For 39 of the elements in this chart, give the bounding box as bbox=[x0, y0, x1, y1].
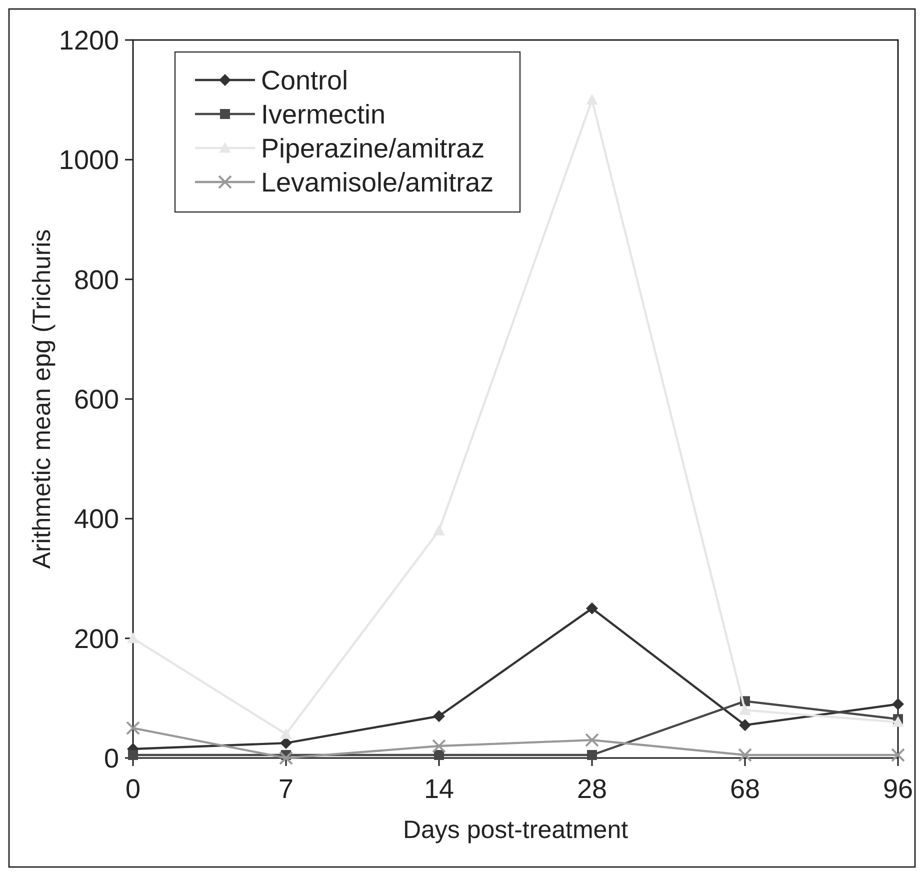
point bbox=[891, 748, 905, 762]
point bbox=[280, 728, 292, 739]
x-axis-title: Days post-treatment bbox=[402, 816, 628, 844]
point bbox=[738, 748, 752, 762]
point bbox=[892, 698, 904, 710]
point bbox=[433, 710, 445, 722]
y-tick-label: 1000 bbox=[58, 145, 119, 176]
point bbox=[587, 750, 597, 760]
point bbox=[434, 750, 444, 760]
point bbox=[279, 751, 293, 765]
legend-label: Levamisole/amitraz bbox=[261, 167, 494, 198]
y-tick-label: 800 bbox=[74, 264, 119, 295]
point bbox=[586, 602, 598, 614]
x-tick-label: 7 bbox=[278, 774, 294, 804]
point bbox=[433, 524, 445, 536]
y-tick-label: 200 bbox=[74, 624, 119, 654]
y-tick-label: 400 bbox=[74, 504, 119, 534]
x-tick-label: 68 bbox=[730, 774, 760, 804]
point bbox=[126, 721, 140, 736]
x-tick-label: 96 bbox=[882, 774, 914, 804]
point bbox=[585, 733, 599, 748]
point bbox=[127, 632, 139, 644]
point bbox=[739, 719, 751, 732]
legend-label: Ivermectin bbox=[261, 99, 386, 130]
point bbox=[739, 704, 751, 715]
x-tick-label: 14 bbox=[424, 774, 454, 804]
legend-label: Control bbox=[261, 65, 348, 96]
point bbox=[128, 750, 138, 760]
y-tick-label: 1200 bbox=[58, 25, 119, 56]
point bbox=[892, 716, 904, 727]
point bbox=[432, 739, 446, 754]
point bbox=[586, 94, 598, 105]
legend-label: Piperazine/amitraz bbox=[261, 133, 485, 164]
y-axis-title: Arithmetic mean epg (Trichuris bbox=[28, 229, 56, 569]
y-tick-label: 600 bbox=[74, 384, 119, 414]
x-tick-label: 0 bbox=[125, 774, 141, 804]
point bbox=[280, 737, 292, 750]
y-tick-label: 0 bbox=[104, 743, 119, 774]
x-tick-label: 28 bbox=[576, 774, 608, 804]
